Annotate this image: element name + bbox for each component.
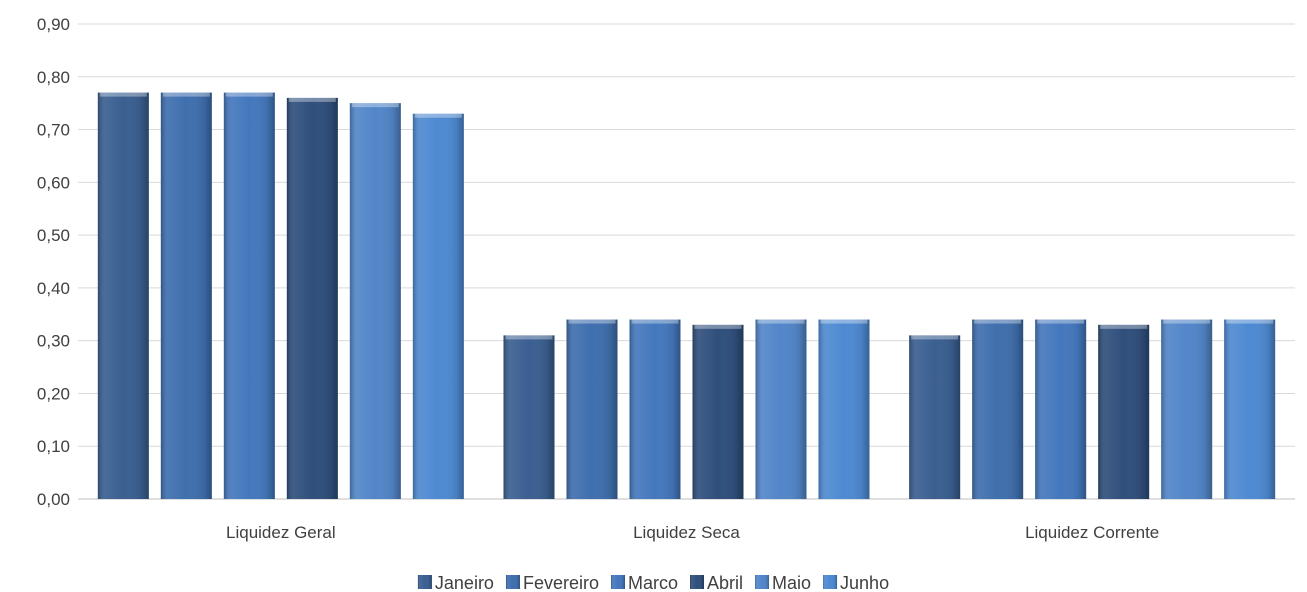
legend-swatch-shading: [505, 575, 520, 589]
legend-swatch-shading: [823, 575, 838, 589]
bar-top-bevel: [1100, 324, 1148, 329]
bar-top-bevel: [911, 335, 959, 340]
bar-top-bevel: [505, 335, 553, 340]
bars: [97, 92, 1276, 500]
y-tick-label: 0,50: [37, 226, 70, 245]
legend-label: Maio: [772, 573, 811, 592]
bar-shading: [818, 319, 870, 499]
bar-top-bevel: [1163, 319, 1211, 324]
x-category-label: Liquidez Seca: [633, 523, 740, 542]
bar-top-bevel: [414, 113, 462, 118]
y-tick-label: 0,80: [37, 68, 70, 87]
bar-shading: [1098, 324, 1150, 499]
bar-top-bevel: [694, 324, 742, 329]
bar-shading: [755, 319, 807, 499]
bar-shading: [1035, 319, 1087, 499]
bar-shading: [412, 113, 464, 499]
legend-swatch-shading: [610, 575, 625, 589]
legend: Janeiro Fevereiro Marco Abril Maio Junho: [417, 573, 889, 592]
y-tick-label: 0,90: [37, 15, 70, 34]
bar-top-bevel: [1037, 319, 1085, 324]
bar-top-bevel: [1226, 319, 1274, 324]
bar-shading: [286, 97, 338, 499]
bar-top-bevel: [225, 92, 273, 97]
bar-top-bevel: [631, 319, 679, 324]
legend-label: Abril: [707, 573, 743, 592]
y-tick-label: 0,20: [37, 384, 70, 403]
legend-swatch-shading: [417, 575, 432, 589]
bar-shading: [692, 324, 744, 499]
legend-label: Junho: [840, 573, 889, 592]
x-category-label: Liquidez Corrente: [1025, 523, 1159, 542]
bar-shading: [1161, 319, 1213, 499]
y-axis-ticks: 0,00 0,10 0,20 0,30 0,40 0,50 0,60 0,70 0,80 0,90: [37, 15, 70, 509]
x-axis-categories: Liquidez Geral Liquidez Seca Liquidez Corr…: [226, 523, 1159, 542]
bar-shading: [629, 319, 681, 499]
y-tick-label: 0,30: [37, 332, 70, 351]
bar-top-bevel: [974, 319, 1022, 324]
bar-shading: [223, 92, 275, 499]
y-tick-label: 0,00: [37, 490, 70, 509]
legend-swatch-shading: [690, 575, 705, 589]
bar-shading: [1224, 319, 1276, 499]
y-tick-label: 0,10: [37, 437, 70, 456]
y-tick-label: 0,40: [37, 279, 70, 298]
bar-shading: [566, 319, 618, 499]
bar-top-bevel: [757, 319, 805, 324]
y-tick-label: 0,70: [37, 121, 70, 140]
legend-label: Fevereiro: [523, 573, 599, 592]
bar-shading: [909, 335, 961, 499]
bar-shading: [97, 92, 149, 499]
legend-swatch-shading: [755, 575, 770, 589]
bar-top-bevel: [820, 319, 868, 324]
bar-shading: [349, 103, 401, 500]
y-tick-label: 0,60: [37, 173, 70, 192]
bar-shading: [972, 319, 1024, 499]
bar-top-bevel: [351, 103, 399, 108]
legend-label: Janeiro: [435, 573, 494, 592]
bar-top-bevel: [288, 97, 336, 102]
x-category-label: Liquidez Geral: [226, 523, 336, 542]
bar-top-bevel: [99, 92, 147, 97]
gridlines: [78, 23, 1295, 500]
legend-label: Marco: [628, 573, 678, 592]
bar-shading: [503, 335, 555, 499]
bar-shading: [160, 92, 212, 499]
bar-top-bevel: [568, 319, 616, 324]
bar-top-bevel: [162, 92, 210, 97]
